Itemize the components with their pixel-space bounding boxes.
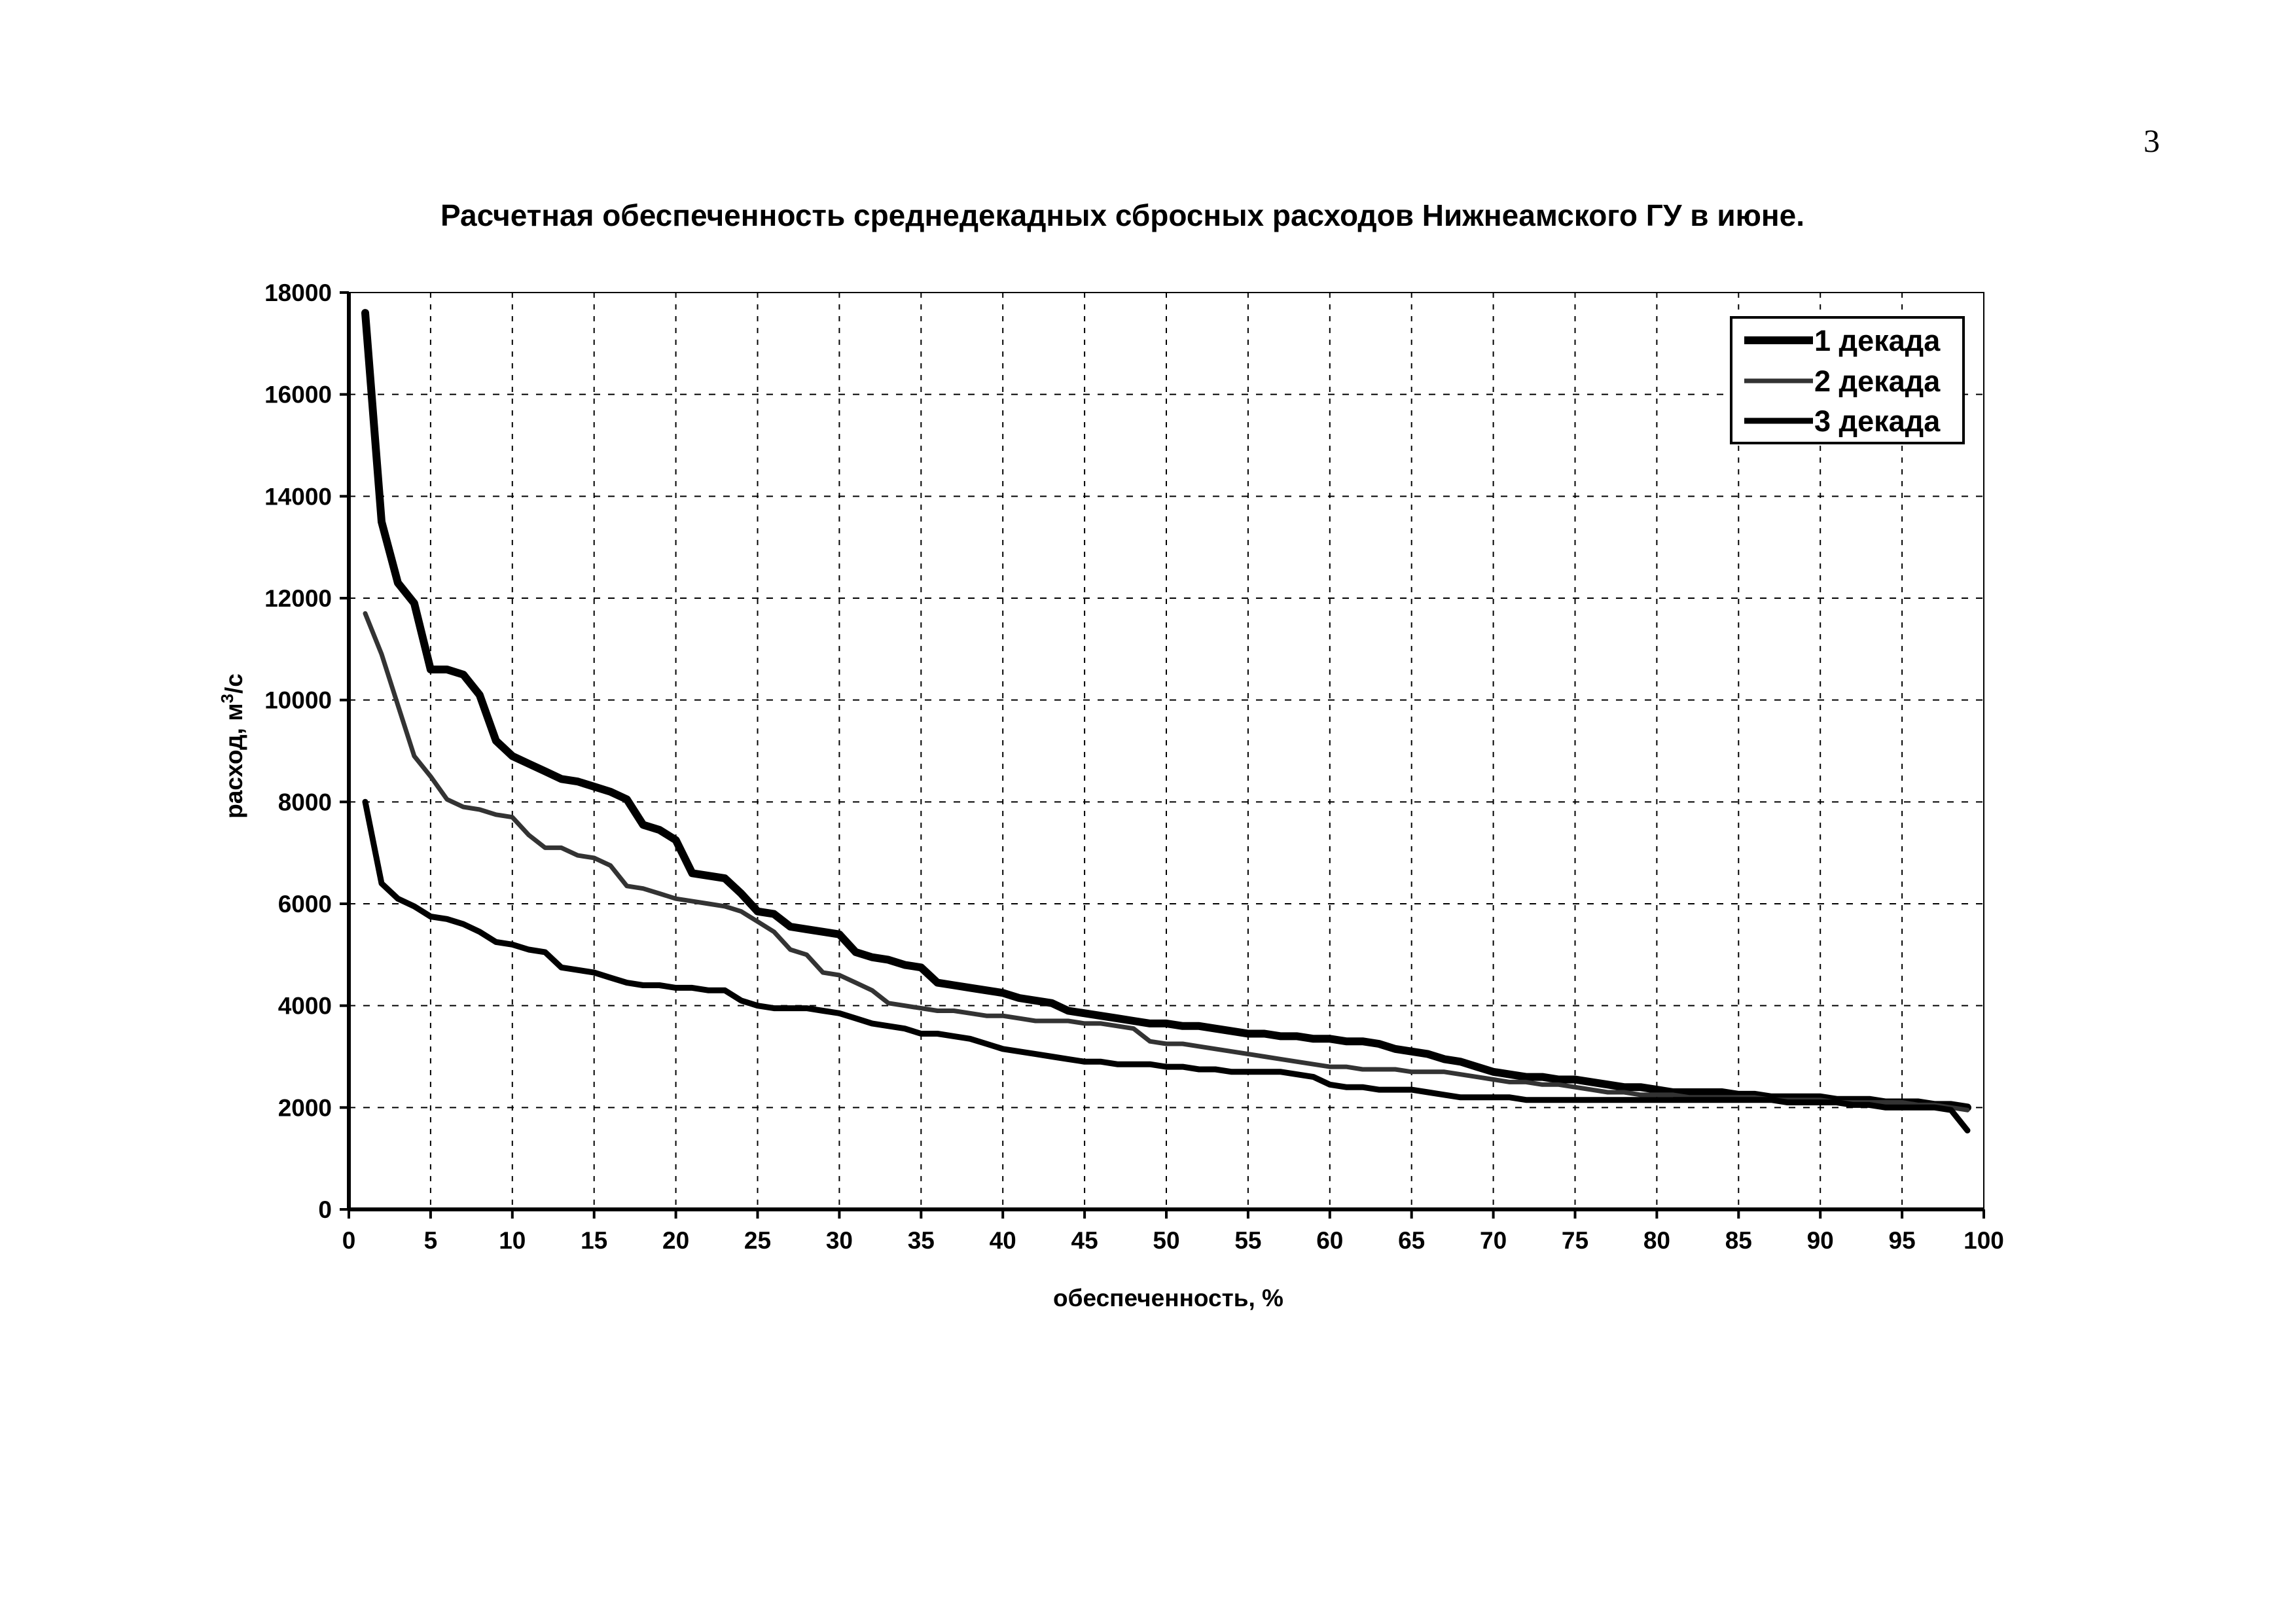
y-axis-label: расход, м3/с <box>217 673 247 819</box>
y-tick-label: 6000 <box>278 891 332 918</box>
x-tick-label: 30 <box>826 1227 853 1254</box>
x-tick-label: 10 <box>499 1227 526 1254</box>
x-tick-label: 70 <box>1480 1227 1507 1254</box>
legend-label-2: 2 декада <box>1814 365 1941 398</box>
y-tick-label: 4000 <box>278 993 332 1020</box>
y-tick-label: 8000 <box>278 789 332 815</box>
series-line-1 <box>361 309 1971 1112</box>
y-tick-label: 18000 <box>264 279 332 306</box>
legend-label-3: 3 декада <box>1814 404 1941 438</box>
chart-title: Расчетная обеспеченность среднедекадных … <box>440 198 1805 232</box>
x-tick-label: 80 <box>1643 1227 1670 1254</box>
x-tick-label: 60 <box>1316 1227 1343 1254</box>
x-tick-label: 50 <box>1153 1227 1179 1254</box>
x-tick-label: 75 <box>1562 1227 1588 1254</box>
x-tick-label: 5 <box>424 1227 438 1254</box>
x-tick-label: 90 <box>1807 1227 1834 1254</box>
x-tick-label: 25 <box>744 1227 771 1254</box>
x-tick-label: 20 <box>662 1227 689 1254</box>
x-tick-label: 55 <box>1234 1227 1261 1254</box>
y-axis-label-suffix: /с <box>221 673 247 694</box>
y-tick-label: 2000 <box>278 1094 332 1121</box>
x-tick-label: 100 <box>1964 1227 2004 1254</box>
y-tick-label: 10000 <box>264 687 332 714</box>
x-axis-label: обеспеченность, % <box>1053 1285 1283 1311</box>
x-tick-label: 65 <box>1398 1227 1425 1254</box>
x-tick-label: 45 <box>1071 1227 1098 1254</box>
x-tick-label: 95 <box>1889 1227 1916 1254</box>
y-axis-label-sup: 3 <box>217 694 237 703</box>
y-axis-label-prefix: расход, м <box>221 703 247 818</box>
legend-label-1: 1 декада <box>1814 324 1941 357</box>
y-tick-label: 14000 <box>264 483 332 510</box>
x-tick-label: 35 <box>908 1227 935 1254</box>
y-tick-label: 0 <box>318 1196 332 1223</box>
x-tick-label: 15 <box>581 1227 607 1254</box>
y-tick-label: 16000 <box>264 382 332 408</box>
x-tick-label: 40 <box>990 1227 1016 1254</box>
x-tick-label: 0 <box>342 1227 356 1254</box>
y-tick-label: 12000 <box>264 585 332 612</box>
x-tick-label: 85 <box>1725 1227 1752 1254</box>
series-line-3 <box>362 798 1971 1133</box>
legend: 1 декада 2 декада 3 декада <box>1730 316 1965 444</box>
page-number: 3 <box>2144 122 2160 159</box>
axes <box>340 291 1985 1219</box>
tick-labels: 0 5 10 15 20 25 30 35 40 45 50 55 60 65 70 75 80 85 90 95 10… <box>264 279 2004 1254</box>
series-layer <box>361 309 1971 1133</box>
